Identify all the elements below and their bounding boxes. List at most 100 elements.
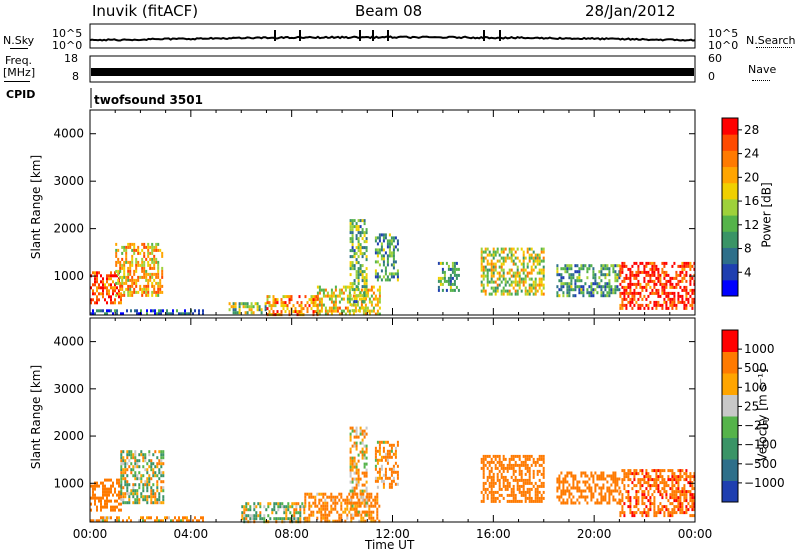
- echo-cell: [606, 480, 609, 484]
- echo-cell: [510, 466, 513, 470]
- echo-cell: [542, 283, 545, 287]
- echo-cell: [350, 519, 353, 523]
- echo-cell: [504, 283, 507, 287]
- echo-cell: [437, 285, 440, 289]
- echo-cell: [152, 489, 155, 493]
- echo-cell: [657, 487, 660, 491]
- echo-cell: [234, 305, 237, 309]
- echo-cell: [536, 457, 539, 461]
- echo-cell: [600, 501, 603, 505]
- echo-cell: [154, 312, 156, 316]
- echo-cell: [384, 455, 387, 459]
- echo-cell: [647, 481, 650, 485]
- echo-cell: [378, 306, 381, 310]
- echo-cell: [365, 267, 368, 271]
- echo-cell: [625, 297, 628, 301]
- echo-cell: [635, 291, 638, 295]
- echo-cell: [558, 474, 561, 478]
- echo-cell: [447, 282, 450, 286]
- echo-cell: [202, 309, 204, 313]
- echo-cell: [349, 261, 352, 265]
- echo-cell: [376, 248, 379, 252]
- echo-cell: [394, 452, 397, 456]
- echo-cell: [528, 271, 531, 275]
- echo-cell: [363, 474, 366, 478]
- echo-cell: [312, 301, 315, 305]
- echo-cell: [351, 492, 354, 496]
- echo-cell: [592, 288, 595, 292]
- echo-cell: [318, 312, 321, 316]
- echo-cell: [358, 309, 361, 313]
- echo-cell: [138, 459, 141, 463]
- echo-cell: [140, 453, 143, 457]
- echo-cell: [488, 490, 491, 494]
- echo-cell: [158, 312, 160, 316]
- echo-cell: [126, 309, 128, 313]
- echo-cell: [157, 293, 160, 297]
- echo-cell: [157, 242, 160, 246]
- echo-cell: [669, 285, 672, 289]
- echo-cell: [651, 493, 654, 497]
- echo-cell: [255, 514, 258, 518]
- echo-cell: [616, 276, 619, 280]
- echo-cell: [361, 501, 364, 505]
- echo-cell: [120, 468, 123, 472]
- echo-cell: [641, 303, 644, 307]
- echo-cell: [134, 309, 136, 313]
- echo-cell: [608, 498, 611, 502]
- echo-cell: [484, 274, 487, 278]
- echo-cell: [496, 496, 499, 500]
- echo-cell: [328, 306, 331, 310]
- echo-cell: [353, 309, 356, 313]
- echo-cell: [492, 493, 495, 497]
- echo-cell: [362, 495, 365, 499]
- echo-cell: [661, 288, 664, 292]
- echo-cell: [639, 469, 642, 473]
- echo-cell: [608, 288, 611, 292]
- echo-cell: [388, 467, 391, 471]
- echo-cell: [141, 242, 144, 246]
- echo-cell: [106, 493, 108, 497]
- echo-cell: [606, 264, 609, 268]
- echo-cell: [661, 496, 664, 500]
- echo-cell: [486, 487, 489, 491]
- echo-cell: [643, 285, 646, 289]
- echo-cell: [361, 300, 364, 304]
- echo-cell: [396, 443, 399, 447]
- echo-cell: [156, 462, 159, 466]
- echo-cell: [355, 471, 358, 475]
- echo-cell: [350, 513, 353, 517]
- echo-cell: [365, 432, 368, 436]
- echo-cell: [556, 273, 559, 277]
- echo-cell: [516, 481, 519, 485]
- nsearch-tick-bottom: 10^0: [708, 39, 739, 52]
- echo-cell: [310, 504, 313, 508]
- echo-cell: [683, 493, 686, 497]
- echo-cell: [693, 478, 696, 482]
- echo-cell: [354, 504, 357, 508]
- echo-cell: [679, 475, 682, 479]
- echo-cell: [536, 256, 539, 260]
- echo-cell: [106, 490, 108, 494]
- echo-cell: [667, 511, 670, 515]
- echo-cell: [138, 501, 141, 505]
- echo-cell: [641, 270, 644, 274]
- echo-cell: [376, 498, 379, 502]
- echo-cell: [277, 517, 280, 521]
- echo-cell: [150, 495, 153, 499]
- echo-cell: [518, 484, 521, 488]
- echo-cell: [146, 309, 148, 313]
- echo-cell: [344, 285, 347, 289]
- echo-cell: [538, 259, 541, 263]
- echo-cell: [570, 288, 573, 292]
- echo-cell: [351, 462, 354, 466]
- echo-cell: [578, 480, 581, 484]
- echo-cell: [679, 294, 682, 298]
- echo-cell: [536, 289, 539, 293]
- echo-cell: [282, 304, 285, 308]
- echo-cell: [693, 502, 696, 506]
- echo-cell: [145, 272, 148, 276]
- echo-cell: [388, 254, 391, 258]
- echo-cell: [608, 474, 611, 478]
- echo-cell: [272, 304, 275, 308]
